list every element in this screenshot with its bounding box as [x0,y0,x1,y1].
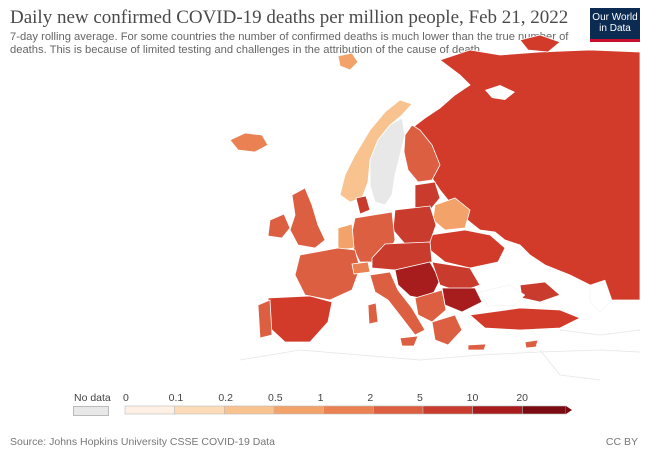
region-caucasus[interactable] [519,281,561,303]
black-sea [479,284,526,307]
region-greece[interactable] [431,314,463,346]
region-cyprus[interactable] [524,339,539,349]
region-norway[interactable] [339,99,413,203]
white-sea [485,85,515,100]
region-italy[interactable] [369,271,426,336]
region-svalbard[interactable] [337,52,359,71]
chart-title: Daily new confirmed COVID-19 deaths per … [10,7,569,28]
region-poland[interactable] [392,205,437,245]
legend-tick-5: 2 [367,392,374,404]
region-benelux[interactable] [337,223,355,251]
region-crete[interactable] [467,343,487,351]
region-sicily[interactable] [399,335,419,347]
region-ukraine[interactable] [429,229,506,269]
legend-tick-7: 10 [466,392,479,404]
chart-subtitle: 7-day rolling average. For some countrie… [10,31,569,56]
caspian-sea [589,279,613,313]
legend-tick-1: 0.1 [168,392,184,404]
region-ireland[interactable] [267,213,291,239]
region-spain[interactable] [267,295,333,343]
region-sardinia[interactable] [367,302,379,325]
logo-line-1: Our World [592,12,638,23]
license-label[interactable]: CC BY [605,436,638,448]
region-finland[interactable] [403,124,441,183]
legend-tick-3: 0.5 [268,392,283,404]
region-uk[interactable] [289,187,326,249]
region-portugal[interactable] [257,299,273,339]
region-novaya-zemlya[interactable] [519,34,561,53]
region-france[interactable] [294,247,361,301]
source-note: Source: Johns Hopkins University CSSE CO… [10,436,275,448]
middle-east-outline [539,329,641,381]
region-iceland[interactable] [229,132,269,153]
region-switzerland[interactable] [351,261,371,275]
region-bulgaria[interactable] [441,287,483,313]
legend-tick-0: 0 [123,392,129,404]
legend-tick-4: 1 [317,392,324,404]
legend-tick-2: 0.2 [218,392,233,404]
legend-tick-6: 5 [417,392,423,404]
legend-no-data-swatch [73,406,109,416]
region-balkans[interactable] [414,289,447,323]
region-denmark[interactable] [355,195,371,215]
region-baltics[interactable] [414,181,441,211]
logo-line-2: in Data [599,23,631,34]
legend-no-data-label: No data [74,392,111,404]
legend-tick-8: 20 [516,392,529,404]
region-turkey[interactable] [469,307,581,331]
region-sweden[interactable] [369,117,406,206]
owid-logo[interactable]: Our World in Data [590,8,640,42]
north-africa-outline [239,349,641,361]
region-russia[interactable] [404,49,641,301]
